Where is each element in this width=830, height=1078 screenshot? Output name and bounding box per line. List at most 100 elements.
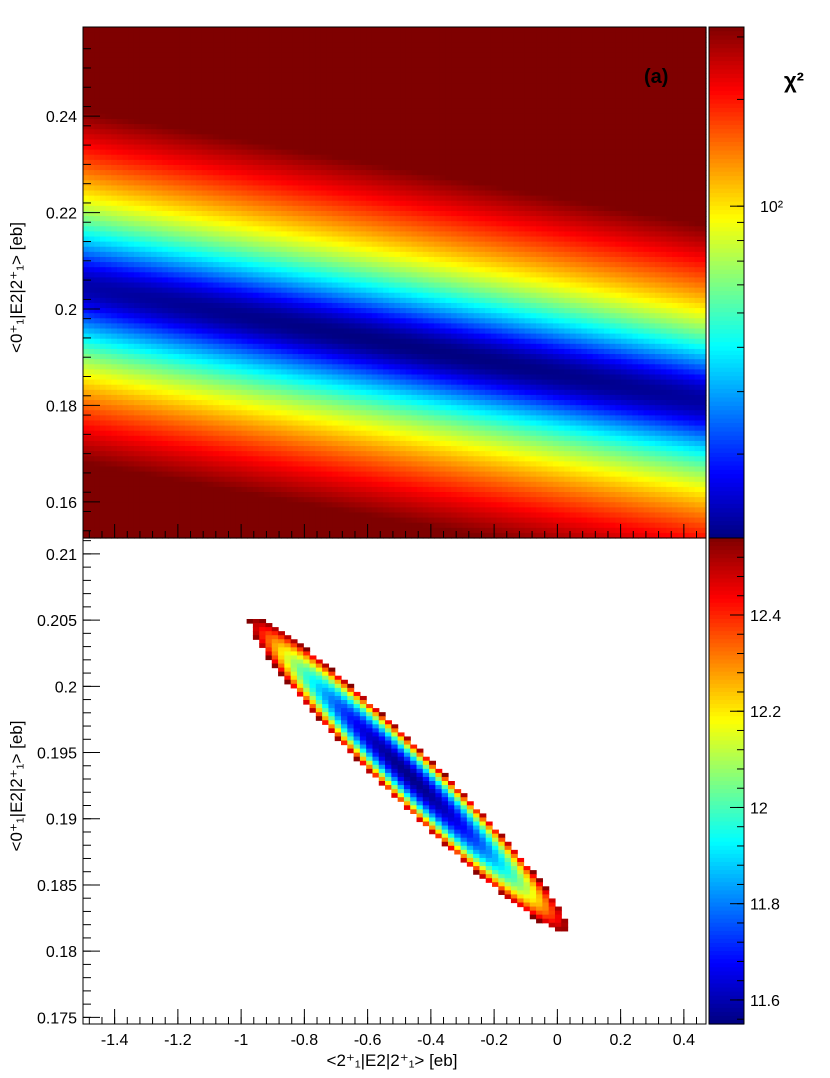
heatmap-cell — [252, 481, 260, 488]
heatmap-cell — [139, 256, 146, 263]
heatmap-cell — [320, 185, 328, 192]
heatmap-cell — [264, 93, 271, 100]
heatmap-cell — [349, 507, 356, 514]
heatmap-cell — [162, 333, 169, 340]
heatmap-cell — [150, 446, 158, 452]
heatmap-cell — [349, 282, 356, 289]
heatmap-cell — [230, 338, 237, 345]
heatmap-cell — [99, 267, 107, 273]
heatmap-cell — [105, 216, 112, 222]
heatmap-cell — [139, 164, 146, 171]
heatmap-cell — [286, 318, 294, 324]
heatmap-cell — [224, 476, 231, 483]
heatmap-cell — [269, 364, 277, 370]
heatmap-cell — [156, 124, 163, 130]
heatmap-cell — [116, 451, 124, 457]
heatmap-cell — [309, 308, 316, 314]
heatmap-cell — [286, 210, 294, 217]
heatmap-cell — [167, 267, 175, 273]
heatmap-cell — [241, 359, 248, 365]
heatmap-cell — [83, 338, 90, 345]
heatmap-cell — [150, 241, 158, 248]
heatmap-cell — [247, 338, 254, 345]
heatmap-cell — [105, 354, 112, 360]
heatmap-cell — [298, 62, 305, 69]
heatmap-cell — [167, 118, 175, 125]
heatmap-cell — [83, 190, 90, 197]
heatmap-cell — [264, 415, 271, 422]
heatmap-cell — [343, 471, 350, 478]
heatmap-cell — [207, 205, 214, 212]
heatmap-cell — [286, 185, 294, 192]
heatmap-cell — [286, 129, 294, 135]
heatmap-cell — [264, 394, 271, 401]
heatmap-cell — [139, 144, 146, 151]
heatmap-cell — [156, 410, 163, 416]
heatmap-cell — [292, 180, 299, 187]
heatmap-cell — [360, 108, 367, 115]
heatmap-cell — [83, 415, 90, 422]
heatmap-cell — [349, 124, 356, 130]
heatmap-cell — [83, 149, 90, 156]
heatmap-cell — [213, 256, 220, 263]
heatmap-cell — [264, 287, 271, 294]
heatmap-cell — [213, 93, 220, 100]
heatmap-cell — [252, 170, 260, 176]
heatmap-cell — [128, 118, 135, 125]
heatmap-cell — [309, 195, 316, 202]
heatmap-cell — [207, 210, 214, 217]
heatmap-cell — [320, 420, 328, 427]
heatmap-cell — [196, 262, 203, 268]
heatmap-cell — [179, 420, 186, 427]
heatmap-cell — [88, 287, 95, 294]
heatmap-cell — [139, 226, 146, 232]
heatmap-cell — [150, 430, 158, 437]
heatmap-cell — [156, 42, 163, 49]
heatmap-cell — [190, 481, 197, 488]
heatmap-cell — [213, 415, 220, 422]
heatmap-cell — [286, 52, 294, 59]
heatmap-cell — [360, 343, 367, 350]
heatmap-cell — [111, 267, 118, 273]
heatmap-cell — [207, 466, 214, 473]
heatmap-cell — [303, 507, 311, 514]
heatmap-cell — [133, 415, 141, 422]
heatmap-cell — [281, 67, 288, 74]
heatmap-cell — [230, 313, 237, 319]
heatmap-cell — [179, 333, 186, 340]
heatmap-cell — [298, 134, 305, 141]
heatmap-cell — [309, 497, 316, 503]
heatmap-cell — [264, 124, 271, 130]
heatmap-cell — [201, 389, 209, 396]
heatmap-cell — [247, 369, 254, 376]
heatmap-cell — [269, 118, 277, 125]
heatmap-cell — [326, 384, 333, 391]
heatmap-cell — [332, 502, 339, 508]
heatmap-cell — [111, 440, 118, 447]
heatmap-cell — [122, 343, 129, 350]
heatmap-cell — [247, 440, 254, 447]
heatmap-cell — [122, 47, 129, 54]
heatmap-cell — [145, 384, 152, 391]
heatmap-cell — [133, 323, 141, 330]
heatmap-cell — [167, 405, 175, 411]
heatmap-cell — [264, 532, 271, 539]
heatmap-cell — [230, 354, 237, 360]
heatmap-cell — [167, 461, 175, 468]
heatmap-cell — [224, 527, 231, 534]
heatmap-cell — [275, 200, 282, 207]
heatmap-cell — [156, 446, 163, 452]
heatmap-cell — [162, 502, 169, 508]
heatmap-cell — [230, 476, 237, 483]
heatmap-cell — [241, 129, 248, 135]
heatmap-cell — [83, 308, 90, 314]
heatmap-cell — [173, 267, 180, 273]
heatmap-cell — [298, 456, 305, 462]
heatmap-cell — [94, 435, 101, 442]
heatmap-cell — [241, 405, 248, 411]
heatmap-cell — [315, 277, 322, 284]
heatmap-cell — [128, 451, 135, 457]
heatmap-cell — [224, 221, 231, 227]
heatmap-cell — [207, 103, 214, 110]
heatmap-cell — [105, 481, 112, 488]
